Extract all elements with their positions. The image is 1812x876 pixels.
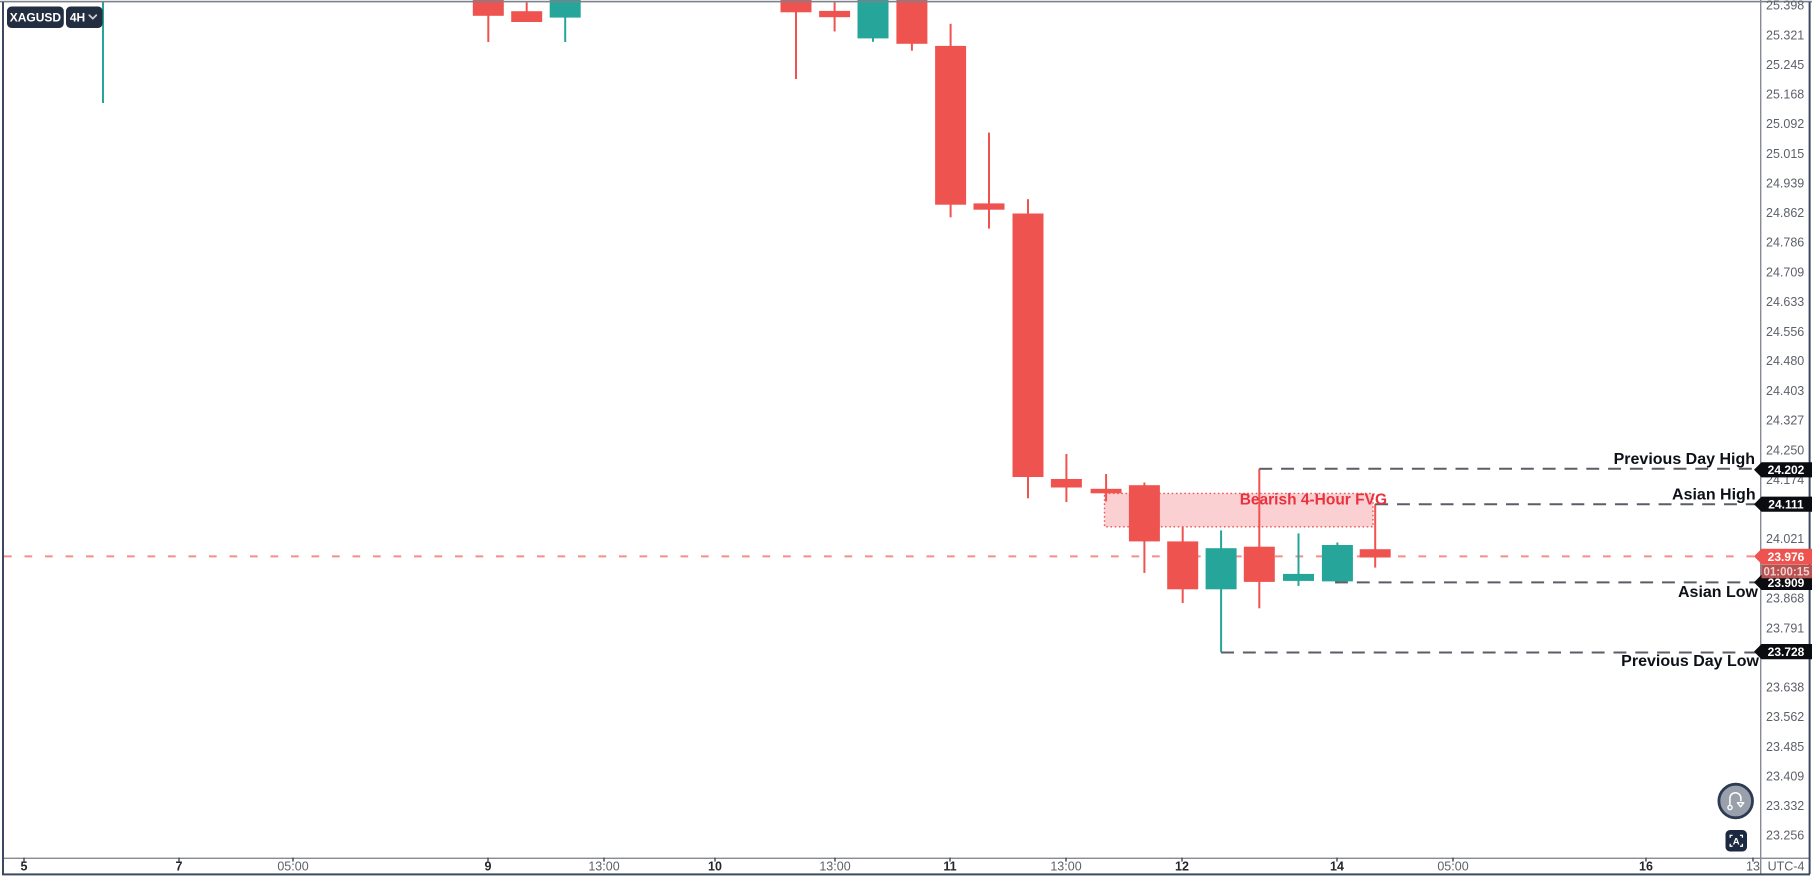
svg-text:5: 5 [21,860,28,874]
svg-text:23.409: 23.409 [1766,769,1804,783]
svg-text:24.939: 24.939 [1766,176,1804,190]
svg-text:24.327: 24.327 [1766,414,1804,428]
svg-text:25.015: 25.015 [1766,147,1804,161]
svg-text:23.256: 23.256 [1766,829,1804,843]
svg-text:16: 16 [1639,860,1653,874]
svg-text:24.250: 24.250 [1766,443,1804,457]
svg-text:23.909: 23.909 [1768,576,1805,590]
svg-text:01:00:15: 01:00:15 [1763,566,1810,578]
svg-text:23.791: 23.791 [1766,621,1804,635]
svg-text:13:00: 13:00 [1050,860,1081,874]
svg-text:11: 11 [943,860,956,874]
svg-text:24.021: 24.021 [1766,532,1804,546]
svg-text:Asian Low: Asian Low [1678,584,1759,601]
svg-text:23.562: 23.562 [1766,710,1804,724]
svg-text:XAGUSD: XAGUSD [10,11,62,25]
svg-text:23.728: 23.728 [1768,645,1805,659]
svg-text:23.638: 23.638 [1766,681,1804,695]
svg-text:Previous Day Low: Previous Day Low [1621,653,1759,670]
svg-text:05:00: 05:00 [1437,860,1468,874]
svg-text:Asian High: Asian High [1672,487,1756,504]
svg-text:24.786: 24.786 [1766,236,1804,250]
svg-text:25.168: 25.168 [1766,88,1804,102]
svg-text:25.245: 25.245 [1766,58,1804,72]
svg-text:23.976: 23.976 [1768,550,1805,564]
svg-text:24.709: 24.709 [1766,266,1804,280]
svg-text:7: 7 [176,860,183,874]
svg-text:24.862: 24.862 [1766,206,1804,220]
svg-text:25.321: 25.321 [1766,28,1804,42]
svg-text:25.398: 25.398 [1766,0,1804,13]
svg-text:13:00: 13:00 [819,860,850,874]
svg-text:24.556: 24.556 [1766,325,1804,339]
svg-text:13:00: 13:00 [588,860,619,874]
svg-text:05:00: 05:00 [277,860,308,874]
svg-text:10: 10 [708,860,722,874]
svg-text:24.403: 24.403 [1766,384,1804,398]
svg-text:4H: 4H [70,11,85,25]
svg-text:Bearish 4-Hour FVG: Bearish 4-Hour FVG [1240,492,1387,509]
svg-text:UTC-4: UTC-4 [1768,860,1805,874]
svg-text:23.485: 23.485 [1766,740,1804,754]
svg-text:13: 13 [1746,860,1760,874]
svg-text:Previous Day High: Previous Day High [1614,451,1755,468]
svg-text:14: 14 [1330,860,1344,874]
svg-text:A: A [1733,837,1740,848]
svg-text:23.332: 23.332 [1766,799,1804,813]
svg-text:23.868: 23.868 [1766,591,1804,605]
svg-text:24.111: 24.111 [1768,498,1804,512]
svg-text:9: 9 [485,860,492,874]
svg-text:24.202: 24.202 [1768,463,1805,477]
svg-text:25.092: 25.092 [1766,117,1804,131]
svg-text:24.480: 24.480 [1766,354,1804,368]
svg-text:12: 12 [1175,860,1189,874]
svg-text:24.633: 24.633 [1766,295,1804,309]
